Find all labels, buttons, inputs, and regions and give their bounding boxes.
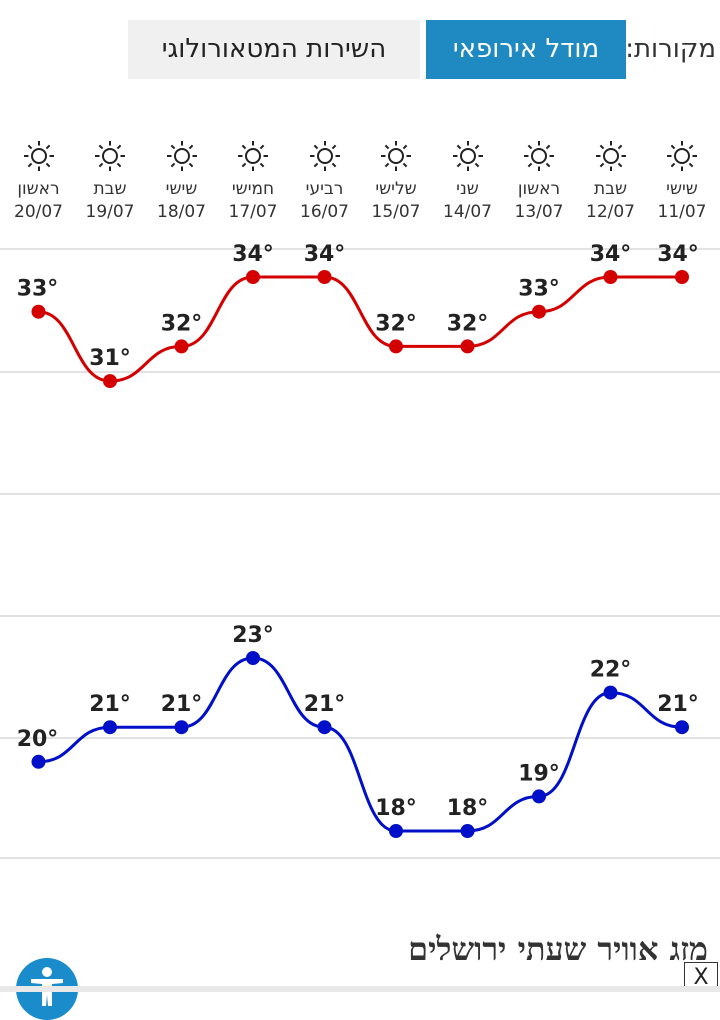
day-name: שישי bbox=[666, 179, 698, 199]
max-temp-point bbox=[532, 304, 546, 319]
max-temp-point bbox=[103, 374, 117, 389]
min-temp-label: 20° bbox=[17, 727, 59, 752]
forecast-day: שלישי 15/07 bbox=[366, 138, 426, 224]
min-temp-point bbox=[103, 720, 117, 735]
min-temp-point bbox=[675, 720, 689, 735]
day-date: 11/07 bbox=[657, 202, 707, 222]
forecast-day: שישי 11/07 bbox=[652, 138, 712, 224]
day-name: ראשון bbox=[17, 179, 60, 199]
sun-icon bbox=[595, 141, 626, 171]
day-name: חמישי bbox=[231, 179, 275, 199]
day-date: 18/07 bbox=[157, 202, 206, 222]
max-temp-point bbox=[603, 270, 618, 284]
max-temp-label: 32° bbox=[375, 311, 417, 336]
forecast-day: שבת 12/07 bbox=[581, 138, 641, 224]
max-temp-label: 32° bbox=[161, 311, 203, 336]
forecast-day: ראשון 20/07 bbox=[9, 138, 69, 224]
max-temp-label: 34° bbox=[657, 242, 699, 267]
day-date: 16/07 bbox=[300, 202, 349, 222]
day-date: 12/07 bbox=[586, 202, 635, 222]
min-temp-point bbox=[389, 824, 403, 838]
day-name: שלישי bbox=[375, 179, 417, 199]
day-name: רביעי bbox=[305, 179, 344, 199]
max-temp-label: 32° bbox=[447, 311, 489, 336]
max-temp-label: 33° bbox=[518, 277, 560, 302]
max-temp-point bbox=[246, 270, 260, 284]
forecast-day: שני 14/07 bbox=[438, 138, 498, 224]
day-name: שבת bbox=[93, 179, 127, 199]
sun-icon bbox=[166, 141, 197, 171]
min-temp-label: 21° bbox=[657, 692, 699, 717]
day-name: ראשון bbox=[517, 179, 561, 199]
min-temp-label: 18° bbox=[375, 796, 417, 821]
min-temp-label: 21° bbox=[89, 692, 131, 717]
min-temp-line bbox=[38, 656, 683, 833]
day-date: 19/07 bbox=[85, 202, 135, 222]
forecast-day: ראשון 13/07 bbox=[509, 138, 569, 224]
bottom-bar bbox=[0, 986, 720, 992]
max-temp-point bbox=[675, 270, 689, 284]
forecast-day: שבת 19/07 bbox=[80, 138, 140, 224]
day-date: 20/07 bbox=[14, 202, 63, 222]
min-temp-label: 18° bbox=[447, 796, 489, 821]
sources-label: מקורות: bbox=[625, 34, 716, 64]
sun-icon bbox=[381, 141, 411, 171]
max-temp-label: 34° bbox=[232, 242, 274, 267]
min-temp-label: 21° bbox=[161, 692, 203, 717]
sun-icon bbox=[238, 141, 268, 171]
sun-icon bbox=[23, 141, 54, 171]
day-date: 13/07 bbox=[514, 202, 564, 222]
min-temp-label: 21° bbox=[304, 692, 346, 717]
day-name: שני bbox=[456, 179, 479, 199]
max-temp-label: 33° bbox=[17, 277, 59, 302]
min-temp-label: 22° bbox=[590, 658, 632, 683]
ims-source-button[interactable]: השירות המטאורולוגי bbox=[128, 20, 420, 79]
day-date: 14/07 bbox=[443, 202, 492, 222]
min-temp-point bbox=[31, 754, 46, 769]
sun-icon bbox=[667, 141, 697, 171]
sun-icon bbox=[95, 141, 125, 171]
forecast-day: שישי 18/07 bbox=[152, 138, 212, 224]
max-temp-point bbox=[174, 339, 189, 354]
sun-icon bbox=[452, 141, 483, 171]
max-temp-label: 31° bbox=[89, 346, 131, 371]
max-temp-point bbox=[389, 339, 403, 354]
sun-icon bbox=[309, 141, 340, 171]
min-temp-label: 23° bbox=[232, 623, 274, 648]
min-temp-point bbox=[532, 789, 546, 804]
forecast-day: חמישי 17/07 bbox=[223, 138, 283, 224]
max-temp-point bbox=[31, 304, 46, 319]
day-name: שבת bbox=[593, 179, 628, 199]
max-temp-label: 34° bbox=[304, 242, 346, 267]
max-temp-label: 34° bbox=[590, 242, 632, 267]
min-temp-point bbox=[174, 720, 189, 735]
max-temp-point bbox=[460, 339, 475, 354]
day-date: 15/07 bbox=[371, 202, 421, 222]
min-temp-point bbox=[246, 651, 260, 665]
max-temp-line bbox=[38, 275, 683, 383]
european-model-button[interactable]: מודל אירופאי bbox=[426, 20, 626, 79]
min-temp-point bbox=[603, 685, 618, 700]
forecast-day: רביעי 16/07 bbox=[295, 138, 355, 224]
min-temp-point bbox=[317, 720, 332, 735]
day-name: שישי bbox=[165, 179, 198, 199]
min-temp-label: 19° bbox=[518, 761, 560, 786]
max-temp-point bbox=[317, 270, 332, 284]
min-temp-point bbox=[460, 824, 475, 838]
sources-selector: מקורות: מודל אירופאי השירות המטאורולוגי bbox=[128, 20, 720, 80]
sun-icon bbox=[524, 141, 554, 171]
temperature-chart: 34° 34° 33° 32° 32° 34° 34° 32° 31° 33° 21° 22° 19° 1… bbox=[0, 242, 720, 859]
hourly-weather-title: מזג אוויר שעתי ירושלים bbox=[408, 930, 708, 968]
day-date: 17/07 bbox=[228, 202, 278, 222]
